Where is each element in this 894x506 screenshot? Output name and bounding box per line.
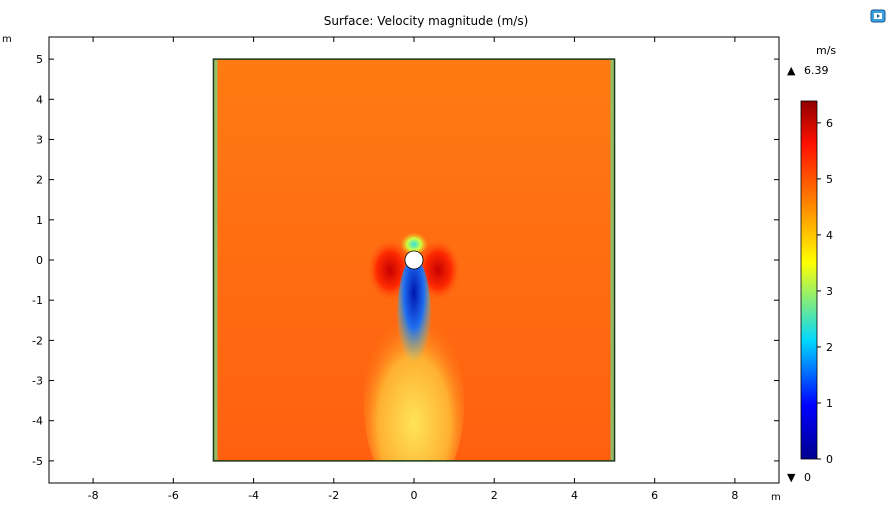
stagnation-region <box>399 229 429 254</box>
colorbar-tick-label: 6 <box>826 117 833 130</box>
x-tick-label: 6 <box>651 489 658 502</box>
colorbar-tick-label: 3 <box>826 285 833 298</box>
chart-title: Surface: Velocity magnitude (m/s) <box>324 14 529 28</box>
y-tick-label: -2 <box>32 334 43 347</box>
x-tick-label: 8 <box>731 489 738 502</box>
y-tick-label: -1 <box>32 294 43 307</box>
y-tick-label: -5 <box>32 455 43 468</box>
y-tick-label: 0 <box>36 254 43 267</box>
left-wall-layer <box>213 59 218 461</box>
colorbar-tick-label: 2 <box>826 341 833 354</box>
y-axis: 5 4 3 2 1 0 -1 -2 -3 -4 -5 <box>32 53 779 468</box>
colorbar-ticks: 6 5 4 3 2 1 0 <box>817 117 833 466</box>
y-tick-label: 3 <box>36 133 43 146</box>
colorbar-tick-label: 1 <box>826 397 833 410</box>
colorbar-max-label: 6.39 <box>804 64 829 77</box>
cylinder-obstacle <box>404 250 424 270</box>
image-export-icon <box>870 9 886 23</box>
colorbar-gradient <box>800 100 818 460</box>
colorbar-tick-label: 4 <box>826 229 833 242</box>
image-export-button[interactable] <box>870 8 886 23</box>
domain-border <box>212 58 616 462</box>
colorbar-max-marker: ▲ <box>787 64 796 77</box>
x-tick-label: -6 <box>168 489 179 502</box>
colorbar-tick-label: 5 <box>826 173 833 186</box>
y-tick-label: -3 <box>32 375 43 388</box>
x-tick-label: -8 <box>88 489 99 502</box>
right-wall-layer <box>610 59 615 461</box>
x-tick-label: 0 <box>411 489 418 502</box>
y-tick-label: 5 <box>36 53 43 66</box>
x-axis-unit: m <box>771 492 781 503</box>
y-tick-label: -4 <box>32 415 43 428</box>
velocity-field <box>213 59 615 461</box>
x-tick-label: -2 <box>328 489 339 502</box>
x-tick-label: 4 <box>571 489 578 502</box>
colorbar-tick-label: 0 <box>826 453 833 466</box>
colorbar-min-label: 0 <box>804 471 811 484</box>
colorbar-min-marker: ▼ <box>787 471 796 484</box>
y-tick-label: 4 <box>36 93 43 106</box>
y-tick-label: 2 <box>36 174 43 187</box>
far-wake-region <box>363 312 465 461</box>
y-tick-label: 1 <box>36 214 43 227</box>
near-wake-region <box>397 257 431 375</box>
x-tick-label: 2 <box>491 489 498 502</box>
x-axis: -8 -6 -4 -2 0 2 4 6 8 <box>88 37 738 502</box>
colorbar-unit: m/s <box>816 44 836 57</box>
colorbar-legend: m/s ▲ 6.39 6 5 4 3 2 1 0 ▼ 0 <box>787 44 836 484</box>
x-tick-label: -4 <box>248 489 259 502</box>
y-axis-unit: m <box>2 34 12 45</box>
